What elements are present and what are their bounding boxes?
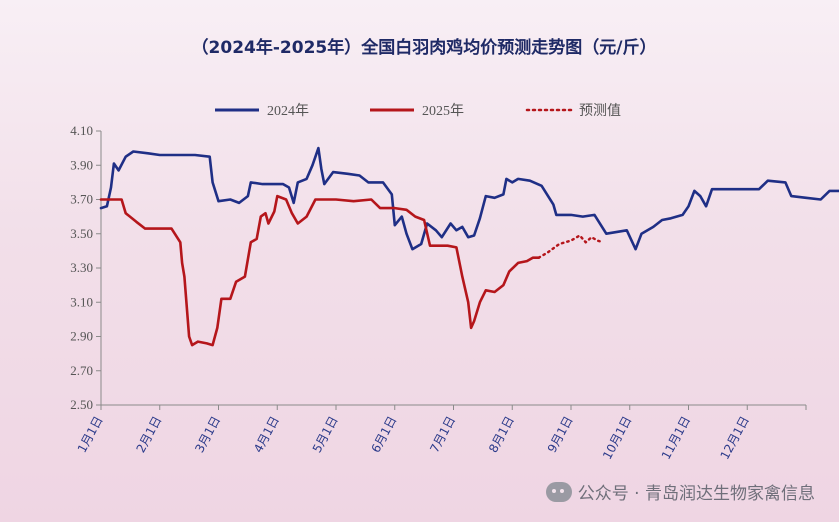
legend: 2024年 2025年 预测值 xyxy=(215,103,621,119)
x-tick-label: 10月1日 xyxy=(600,414,634,462)
legend-label-预测值: 预测值 xyxy=(579,103,621,119)
y-tick-label: 3.30 xyxy=(70,260,93,275)
y-tick-label: 2.50 xyxy=(70,397,93,412)
y-tick-label: 4.10 xyxy=(70,123,93,138)
x-tick-label: 2月1日 xyxy=(134,414,165,455)
y-tick-label: 2.90 xyxy=(70,329,93,344)
x-tick-label: 9月1日 xyxy=(545,414,576,455)
x-tick-label: 8月1日 xyxy=(486,414,517,455)
x-tick-label: 6月1日 xyxy=(369,414,400,455)
y-tick-label: 3.70 xyxy=(70,192,93,207)
x-tick-label: 12月1日 xyxy=(718,414,752,462)
x-tick-label: 11月1日 xyxy=(659,414,693,462)
y-tick-label: 3.50 xyxy=(70,226,93,241)
x-tick-label: 1月1日 xyxy=(75,414,106,455)
wechat-icon xyxy=(545,481,572,502)
x-tick-label: 7月1日 xyxy=(427,414,458,455)
chart-title: （2024年-2025年）全国白羽肉鸡均价预测走势图（元/斤） xyxy=(192,37,657,58)
series-layer xyxy=(99,146,839,347)
y-tick-label: 3.90 xyxy=(70,157,93,172)
axes: 4.10 3.90 3.70 3.50 3.30 3.10 2.90 2.70 2.50 1月1日… xyxy=(70,123,807,462)
x-tick-label: 5月1日 xyxy=(310,414,341,455)
y-tick-label: 2.70 xyxy=(70,363,93,378)
series-line-2025年 xyxy=(99,194,540,347)
legend-label-2024年: 2024年 xyxy=(267,103,309,119)
legend-label-2025年: 2025年 xyxy=(422,103,464,119)
x-tick-label: 3月1日 xyxy=(192,414,223,455)
series-line-预测值 xyxy=(537,234,605,259)
watermark: 公众号 · 青岛润达生物家禽信息 xyxy=(545,479,815,504)
series-line-2024年 xyxy=(99,146,839,251)
y-tick-label: 3.10 xyxy=(70,294,93,309)
x-tick-label: 4月1日 xyxy=(251,414,282,455)
watermark-text: 公众号 · 青岛润达生物家禽信息 xyxy=(577,484,815,504)
